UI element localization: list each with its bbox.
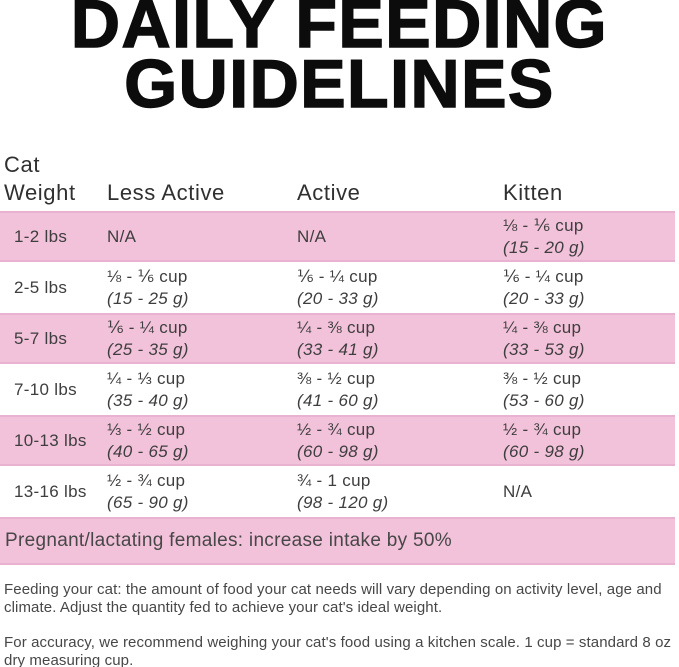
cell-less-active: ⅛ - ⅙ cup (15 - 25 g) <box>107 262 297 313</box>
cell-kitten: N/A <box>503 466 675 517</box>
cell-kitten: ¼ - ⅜ cup (33 - 53 g) <box>503 315 675 362</box>
cups-value: N/A <box>297 226 327 246</box>
footnote-accuracy-line-1: For accuracy, we recommend weighing your… <box>4 634 672 651</box>
grams-value: (33 - 53 g) <box>503 339 585 359</box>
footnote-accuracy-line-2: dry measuring cup. <box>4 652 134 667</box>
footnote-feeding-line-1: Feeding your cat: the amount of food you… <box>4 581 662 598</box>
weight-value: 13-16 lbs <box>14 481 87 501</box>
feeding-table: 1-2 lbs N/A N/A ⅛ - ⅙ cup (15 - 20 g) 2-… <box>0 211 675 517</box>
cell-kitten: ⅙ - ¼ cup (20 - 33 g) <box>503 262 675 313</box>
page-title: DAILY FEEDING GUIDELINES <box>0 0 679 122</box>
header-kitten: Kitten <box>503 180 563 205</box>
cups-value: N/A <box>503 481 533 501</box>
weight-value: 2-5 lbs <box>14 277 68 297</box>
cups-value: ⅛ - ⅙ cup <box>107 266 188 286</box>
header-active: Active <box>297 180 361 205</box>
cell-active: ½ - ¾ cup (60 - 98 g) <box>297 417 503 464</box>
table-row: 13-16 lbs ½ - ¾ cup (65 - 90 g) ¾ - 1 cu… <box>0 466 675 517</box>
header-less-active: Less Active <box>107 180 225 205</box>
pregnant-note-row: Pregnant/lactating females: increase int… <box>0 517 675 565</box>
cell-less-active: ⅓ - ½ cup (40 - 65 g) <box>107 417 297 464</box>
grams-value: (15 - 25 g) <box>107 288 189 308</box>
weight-value: 5-7 lbs <box>14 328 68 348</box>
table-row: 7-10 lbs ¼ - ⅓ cup (35 - 40 g) ⅜ - ½ cup… <box>0 364 675 415</box>
cups-value: ¼ - ⅓ cup <box>107 368 186 388</box>
weight-value: 10-13 lbs <box>14 430 87 450</box>
weight-value: 1-2 lbs <box>14 226 68 246</box>
grams-value: (20 - 33 g) <box>503 288 585 308</box>
cell-weight: 5-7 lbs <box>14 315 107 362</box>
grams-value: (98 - 120 g) <box>297 492 389 512</box>
grams-value: (60 - 98 g) <box>297 441 379 461</box>
header-cat-weight-line-1: Cat <box>4 152 41 177</box>
table-row: 1-2 lbs N/A N/A ⅛ - ⅙ cup (15 - 20 g) <box>0 211 675 262</box>
cups-value: ⅓ - ½ cup <box>107 419 186 439</box>
cups-value: ⅙ - ¼ cup <box>107 317 188 337</box>
grams-value: (53 - 60 g) <box>503 390 585 410</box>
cell-weight: 1-2 lbs <box>14 213 107 260</box>
weight-value: 7-10 lbs <box>14 379 77 399</box>
pregnant-note-text: Pregnant/lactating females: increase int… <box>5 530 452 551</box>
grams-value: (25 - 35 g) <box>107 339 189 359</box>
footnote-feeding-line-2: climate. Adjust the quantity fed to achi… <box>4 599 443 616</box>
cups-value: ⅙ - ¼ cup <box>503 266 584 286</box>
cups-value: ¼ - ⅜ cup <box>503 317 582 337</box>
cell-active: ¾ - 1 cup (98 - 120 g) <box>297 466 503 517</box>
grams-value: (35 - 40 g) <box>107 390 189 410</box>
footnote-feeding: Feeding your cat: the amount of food you… <box>4 581 679 617</box>
grams-value: (41 - 60 g) <box>297 390 379 410</box>
cell-kitten: ⅜ - ½ cup (53 - 60 g) <box>503 364 675 415</box>
header-cat-weight-line-2: Weight <box>4 180 76 205</box>
grams-value: (33 - 41 g) <box>297 339 379 359</box>
cell-weight: 13-16 lbs <box>14 466 107 517</box>
table-row: 5-7 lbs ⅙ - ¼ cup (25 - 35 g) ¼ - ⅜ cup … <box>0 313 675 364</box>
cell-less-active: ⅙ - ¼ cup (25 - 35 g) <box>107 315 297 362</box>
grams-value: (15 - 20 g) <box>503 237 585 257</box>
cell-kitten: ⅛ - ⅙ cup (15 - 20 g) <box>503 213 675 260</box>
cell-active: N/A <box>297 213 503 260</box>
cell-weight: 10-13 lbs <box>14 417 107 464</box>
cups-value: ½ - ¾ cup <box>107 470 186 490</box>
cell-less-active: ¼ - ⅓ cup (35 - 40 g) <box>107 364 297 415</box>
cups-value: ¾ - 1 cup <box>297 470 371 490</box>
cell-weight: 2-5 lbs <box>14 262 107 313</box>
title-line-2: GUIDELINES <box>123 46 555 122</box>
cups-value: ¼ - ⅜ cup <box>297 317 376 337</box>
cups-value: ⅜ - ½ cup <box>297 368 376 388</box>
cell-kitten: ½ - ¾ cup (60 - 98 g) <box>503 417 675 464</box>
cups-value: ½ - ¾ cup <box>503 419 582 439</box>
table-row: 10-13 lbs ⅓ - ½ cup (40 - 65 g) ½ - ¾ cu… <box>0 415 675 466</box>
cell-active: ⅙ - ¼ cup (20 - 33 g) <box>297 262 503 313</box>
grams-value: (60 - 98 g) <box>503 441 585 461</box>
cups-value: ⅛ - ⅙ cup <box>503 215 584 235</box>
grams-value: (40 - 65 g) <box>107 441 189 461</box>
cups-value: ⅜ - ½ cup <box>503 368 582 388</box>
grams-value: (20 - 33 g) <box>297 288 379 308</box>
header-cat-weight: Cat Weight <box>4 151 107 207</box>
cell-weight: 7-10 lbs <box>14 364 107 415</box>
cell-active: ⅜ - ½ cup (41 - 60 g) <box>297 364 503 415</box>
table-header: Cat Weight Less Active Active Kitten <box>0 150 675 207</box>
cell-less-active: N/A <box>107 213 297 260</box>
cups-value: ⅙ - ¼ cup <box>297 266 378 286</box>
table-row: 2-5 lbs ⅛ - ⅙ cup (15 - 25 g) ⅙ - ¼ cup … <box>0 262 675 313</box>
title-line-1: DAILY FEEDING <box>70 0 609 62</box>
cups-value: N/A <box>107 226 137 246</box>
cell-active: ¼ - ⅜ cup (33 - 41 g) <box>297 315 503 362</box>
footnote-accuracy: For accuracy, we recommend weighing your… <box>4 634 679 667</box>
cell-less-active: ½ - ¾ cup (65 - 90 g) <box>107 466 297 517</box>
cups-value: ½ - ¾ cup <box>297 419 376 439</box>
grams-value: (65 - 90 g) <box>107 492 189 512</box>
